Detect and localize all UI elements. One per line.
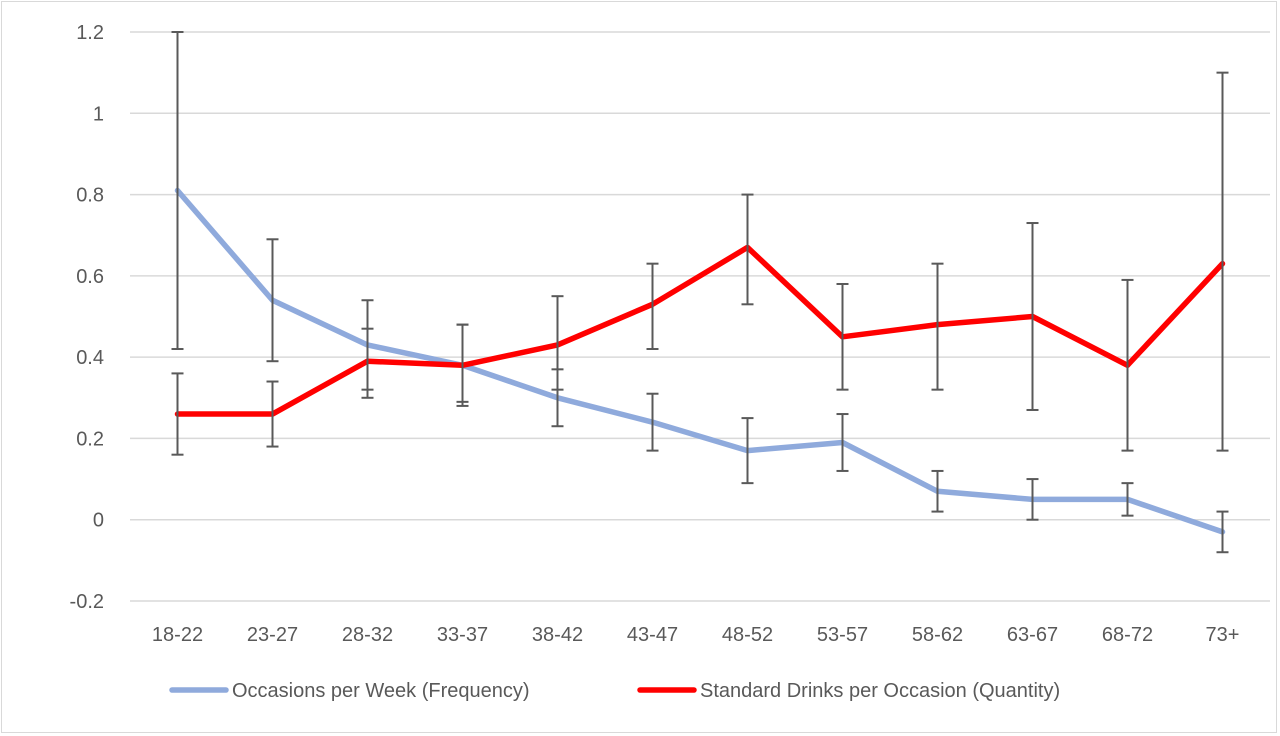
y-tick-label: 0.2 <box>76 428 104 450</box>
error-bar <box>646 262 659 351</box>
error-bar <box>646 392 659 452</box>
error-bar <box>1216 510 1229 554</box>
series-line-2 <box>174 244 1226 417</box>
error-bar <box>171 372 184 456</box>
legend: Occasions per Week (Frequency) Standard D… <box>169 680 1060 702</box>
x-tick-label: 23-27 <box>247 624 298 646</box>
y-axis-ticks: -0.2 0 0.2 0.4 0.6 0.8 1 1.2 <box>70 22 104 613</box>
legend-item-2: Standard Drinks per Occasion (Quantity) <box>637 680 1060 702</box>
error-bar <box>1121 278 1134 452</box>
error-bar <box>836 413 849 472</box>
error-bar <box>931 469 944 513</box>
error-bar <box>1026 222 1039 411</box>
x-tick-label: 33-37 <box>437 624 488 646</box>
error-bar <box>456 323 469 407</box>
x-tick-label: 68-72 <box>1102 624 1153 646</box>
error-bar <box>931 262 944 391</box>
x-tick-label: 73+ <box>1206 624 1240 646</box>
x-tick-label: 53-57 <box>817 624 868 646</box>
error-bar <box>741 193 754 306</box>
error-bar <box>836 282 849 391</box>
y-tick-label: 1.2 <box>76 22 104 44</box>
error-bar <box>1121 482 1134 517</box>
legend-item-1: Occasions per Week (Frequency) <box>169 680 530 702</box>
error-bar <box>551 295 564 391</box>
error-bars <box>171 31 1229 554</box>
x-tick-label: 63-67 <box>1007 624 1058 646</box>
legend-label: Occasions per Week (Frequency) <box>232 680 530 702</box>
error-bar <box>1216 71 1229 452</box>
y-tick-label: 0.8 <box>76 185 104 207</box>
x-tick-label: 43-47 <box>627 624 678 646</box>
y-tick-label: 0.6 <box>76 266 104 288</box>
error-bar <box>741 417 754 485</box>
legend-label: Standard Drinks per Occasion (Quantity) <box>700 680 1060 702</box>
series-lines <box>174 187 1226 535</box>
error-bar <box>1026 478 1039 521</box>
x-tick-label: 28-32 <box>342 624 393 646</box>
x-tick-label: 48-52 <box>722 624 773 646</box>
x-tick-label: 38-42 <box>532 624 583 646</box>
error-bar <box>266 238 279 363</box>
error-bar <box>266 380 279 448</box>
x-axis-ticks: 18-22 23-27 28-32 33-37 38-42 43-47 48-52 53-57… <box>152 624 1240 646</box>
y-tick-label: 0 <box>93 510 104 532</box>
error-bar <box>171 31 184 351</box>
y-tick-label: 0.4 <box>76 347 104 369</box>
x-tick-label: 18-22 <box>152 624 203 646</box>
error-bar <box>361 327 374 399</box>
x-tick-label: 58-62 <box>912 624 963 646</box>
y-tick-label: -0.2 <box>70 591 104 613</box>
y-tick-label: 1 <box>93 103 104 125</box>
series-line-1 <box>174 187 1226 535</box>
